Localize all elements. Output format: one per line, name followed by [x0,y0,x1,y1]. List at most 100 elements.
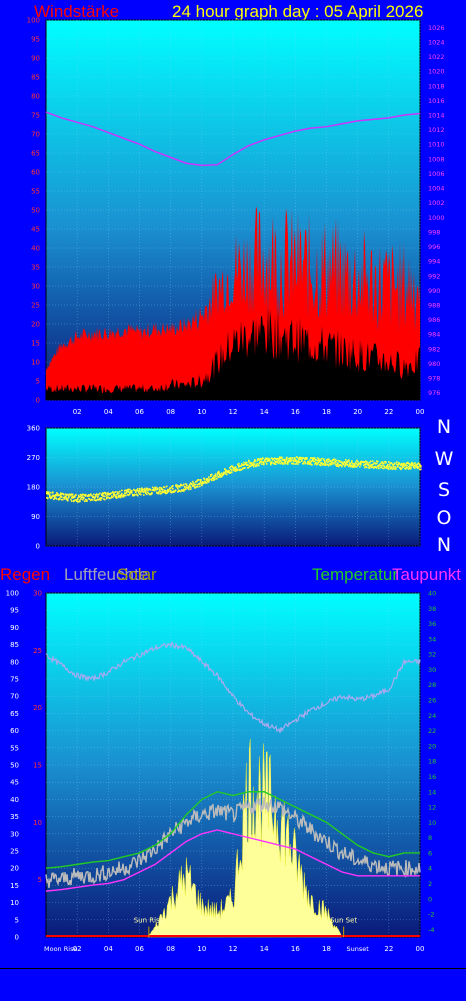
direction-point [300,457,302,459]
direction-point [316,459,318,461]
direction-point [378,467,380,470]
direction-point [111,495,113,497]
wind-x-tick: 08 [166,408,175,416]
direction-point [204,478,206,481]
direction-point [407,461,409,464]
wind-x-tick: 00 [416,408,425,416]
pressure-y-tick: 1006 [428,170,445,178]
direction-point [337,463,339,465]
direction-point [353,463,355,465]
wind-y-tick: 85 [31,74,40,82]
pressure-y-tick: 986 [428,316,440,324]
direction-point [127,489,129,492]
direction-point [240,465,242,468]
direction-point [223,473,225,475]
direction-point [231,469,233,471]
direction-point [302,457,304,460]
direction-point [171,485,173,488]
direction-point [101,493,103,496]
direction-point [97,495,99,497]
direction-point [185,483,187,485]
direction-point [256,464,258,467]
direction-point [172,490,174,493]
direction-point [374,466,376,468]
direction-point [406,466,408,469]
direction-point [156,488,158,491]
humidity-y-tick: 30 [10,830,19,838]
direction-point [321,461,323,464]
direction-point [202,481,204,484]
direction-point [316,463,318,466]
direction-point [139,489,141,492]
rain-label: Regen [0,565,51,584]
direction-point [315,458,317,461]
climate-x-tick: 06 [135,945,144,953]
direction-point [83,497,85,500]
direction-point [49,495,51,498]
direction-point [213,475,215,478]
direction-point [409,467,411,469]
sun-rise-label: Sun Rise [134,917,164,925]
direction-point [203,482,205,484]
humidity-label: Luftfeuchte [64,565,149,584]
direction-point [273,457,275,460]
direction-point [268,459,270,461]
direction-point [65,495,67,498]
direction-point [88,497,90,500]
climate-x-tick: 16 [291,945,300,953]
direction-point [416,465,418,467]
direction-point [373,462,375,465]
direction-point [305,458,307,460]
direction-point [224,471,226,474]
direction-point [177,487,179,490]
direction-point [288,459,290,462]
direction-point [307,461,309,464]
direction-point [377,460,379,463]
direction-point [312,458,314,461]
direction-point [296,460,298,463]
direction-point [372,460,374,463]
wind-chart-title: Windstärke [34,2,120,21]
direction-point [109,497,111,500]
direction-point [110,492,112,495]
direction-point [114,494,116,496]
direction-point [360,462,362,465]
direction-point [285,461,287,464]
temperature-y-tick: 2 [428,880,432,888]
direction-point [185,488,187,491]
wind-direction-chart: 0 90 180 270 360 [27,425,422,551]
direction-point [315,461,317,464]
direction-point [145,490,147,493]
direction-point [285,460,287,462]
direction-point [404,463,406,465]
direction-point [195,486,197,489]
direction-point [309,463,311,466]
direction-point [252,464,254,467]
direction-point [350,465,352,468]
direction-point [86,499,88,501]
pressure-series [45,111,421,167]
wind-y-tick: 25 [31,302,40,310]
direction-point [60,493,62,496]
direction-point [306,457,308,459]
pressure-y-tick: 1018 [428,82,445,90]
direction-point [239,468,241,471]
direction-point [62,498,64,501]
direction-point [311,460,313,462]
direction-point [367,463,369,466]
direction-point [338,464,340,467]
direction-point [228,470,230,472]
direction-point [192,485,194,487]
direction-point [284,461,286,464]
direction-point [51,495,53,498]
direction-point [281,456,283,459]
direction-point [140,493,142,496]
direction-point [322,463,324,465]
wind-x-tick: 10 [197,408,206,416]
direction-point [338,459,340,462]
direction-point [414,464,416,467]
direction-point [92,499,94,501]
direction-point [64,496,66,498]
direction-point [328,460,330,463]
direction-point [120,495,122,498]
